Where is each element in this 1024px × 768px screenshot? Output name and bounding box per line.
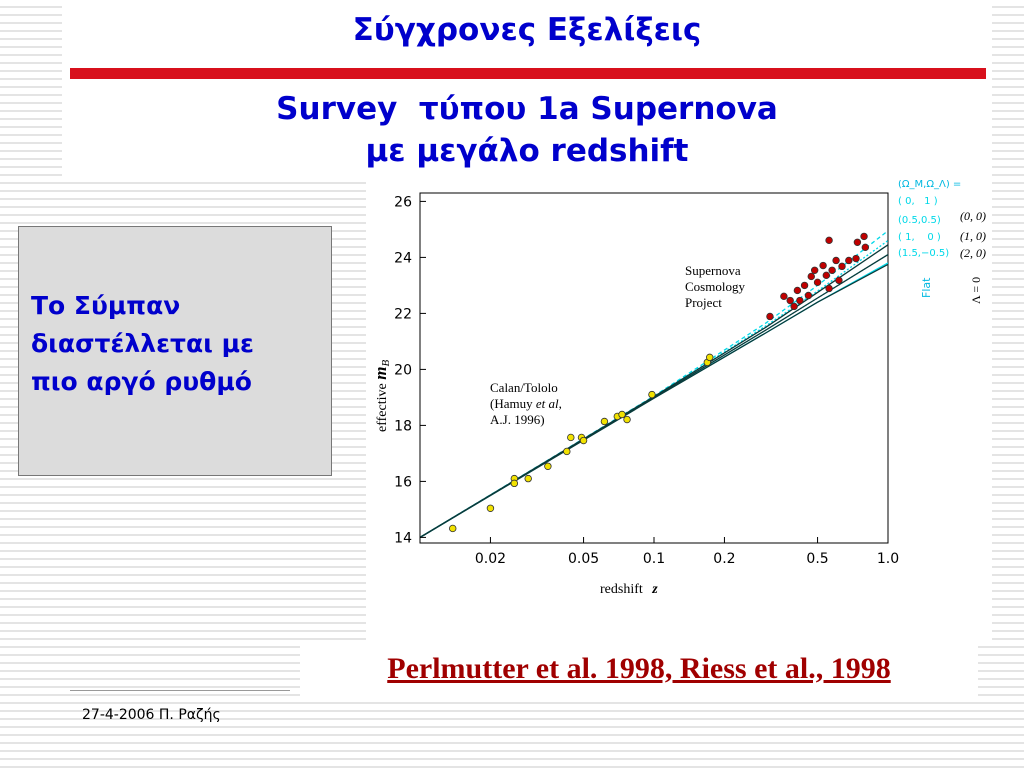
data-point	[807, 272, 815, 281]
annotation-part: ,	[559, 396, 562, 411]
data-point	[793, 286, 802, 295]
box-text: Το Σύμπαν διαστέλλεται με πιο αργό ρυθμό	[31, 287, 331, 401]
data-point	[510, 479, 519, 488]
points	[449, 232, 870, 533]
footer-text: 27-4-2006 Π. Ραζής	[82, 707, 221, 723]
curve-label: (0.5,0.5)	[898, 215, 941, 226]
y-tick-label: 14	[394, 530, 412, 546]
x-tick-label: 0.05	[568, 551, 599, 567]
data-point	[860, 232, 868, 241]
y-tick-label: 24	[394, 250, 412, 266]
title-panel	[62, 0, 992, 180]
y-symbol-sub: B	[380, 360, 392, 367]
data-point	[790, 302, 798, 311]
x-tick-label: 0.5	[806, 551, 828, 567]
data-point	[600, 417, 609, 426]
data-point	[706, 353, 714, 362]
annotation-part: (Hamuy	[490, 396, 533, 411]
data-point	[853, 238, 862, 246]
y-label-text: effective	[375, 383, 390, 432]
annotation-part: et al	[536, 396, 559, 411]
data-point	[623, 415, 631, 424]
data-point	[524, 474, 532, 483]
x-tick-label: 0.02	[475, 551, 506, 567]
annotation: Project	[685, 295, 722, 310]
y-tick-label: 18	[394, 418, 412, 434]
data-point	[813, 278, 822, 287]
data-point	[786, 296, 794, 305]
red-bar	[70, 68, 986, 79]
x-tick-label: 0.2	[713, 551, 735, 567]
subtitle: Survey τύπου 1a Supernova με μεγάλο reds…	[62, 88, 992, 172]
model-curve	[420, 240, 888, 538]
box-line: Το Σύμπαν	[31, 291, 181, 320]
data-point	[804, 291, 813, 300]
y-symbol: m	[371, 367, 390, 380]
data-point	[766, 312, 774, 321]
data-point	[648, 390, 656, 399]
x-label-text: redshift	[600, 582, 643, 597]
lambda-label: Λ = 0	[969, 277, 983, 304]
subtitle-line: με μεγάλο redshift	[365, 133, 689, 169]
curve-label: ( 0, 1 )	[898, 196, 938, 207]
x-tick-label: 1.0	[877, 551, 899, 567]
curve-label: (0, 0)	[960, 209, 986, 223]
data-point	[780, 292, 788, 301]
y-tick-label: 26	[394, 194, 412, 210]
box-line: διαστέλλεται με	[31, 329, 254, 358]
x-symbol: z	[651, 582, 658, 597]
citation: Perlmutter et al. 1998, Riess et al., 19…	[387, 652, 891, 685]
curves	[420, 230, 888, 538]
data-point	[838, 262, 846, 271]
data-point	[835, 276, 843, 285]
y-tick-label: 16	[394, 474, 412, 490]
annotation: Supernova	[685, 263, 741, 278]
curve-label: ( 1, 0 )	[898, 232, 941, 243]
box-line: πιο αργό ρυθμό	[31, 367, 252, 396]
data-point	[828, 266, 836, 274]
data-point	[832, 256, 840, 265]
data-point	[796, 296, 804, 305]
data-point	[845, 256, 853, 265]
data-point	[567, 433, 575, 442]
y-tick-label: 20	[394, 362, 412, 378]
data-point	[819, 261, 827, 270]
chart: Supernova Cosmology Project Calan/Tololo…	[366, 180, 992, 640]
x-tick-label: 0.1	[643, 551, 665, 567]
annotation: A.J. 1996)	[490, 412, 545, 427]
data-point	[800, 281, 809, 290]
data-point	[825, 284, 833, 293]
curve-label: (1.5,−0.5)	[898, 248, 949, 259]
y-axis-label: effective mB	[371, 360, 392, 432]
data-point	[563, 447, 571, 456]
data-point	[861, 243, 870, 252]
text-box: Το Σύμπαν διαστέλλεται με πιο αργό ρυθμό	[18, 226, 332, 476]
annotation: Calan/Tololo	[490, 380, 558, 395]
data-point	[822, 271, 831, 280]
model-curve	[420, 263, 888, 538]
data-point	[852, 254, 860, 263]
data-point	[579, 436, 588, 445]
annotation: (Hamuy et al,	[490, 396, 562, 411]
data-point	[449, 524, 457, 533]
subtitle-line: Survey τύπου 1a Supernova	[276, 91, 778, 127]
title: Σύγχρονες Εξελίξεις	[352, 12, 702, 48]
curve-label: (1, 0)	[960, 229, 986, 243]
flat-label: Flat	[920, 277, 933, 298]
legend-header: (Ω_M,Ω_Λ) =	[898, 180, 961, 190]
x-axis-label: redshift z	[600, 582, 658, 597]
data-point	[544, 462, 552, 470]
data-point	[486, 504, 495, 512]
y-tick-label: 22	[394, 306, 412, 322]
footer-rule	[70, 690, 290, 691]
data-point	[618, 410, 626, 419]
data-point	[810, 266, 819, 274]
annotation: Cosmology	[685, 279, 745, 294]
data-point	[825, 236, 833, 245]
curve-label: (2, 0)	[960, 246, 986, 260]
citation-panel	[300, 642, 978, 700]
